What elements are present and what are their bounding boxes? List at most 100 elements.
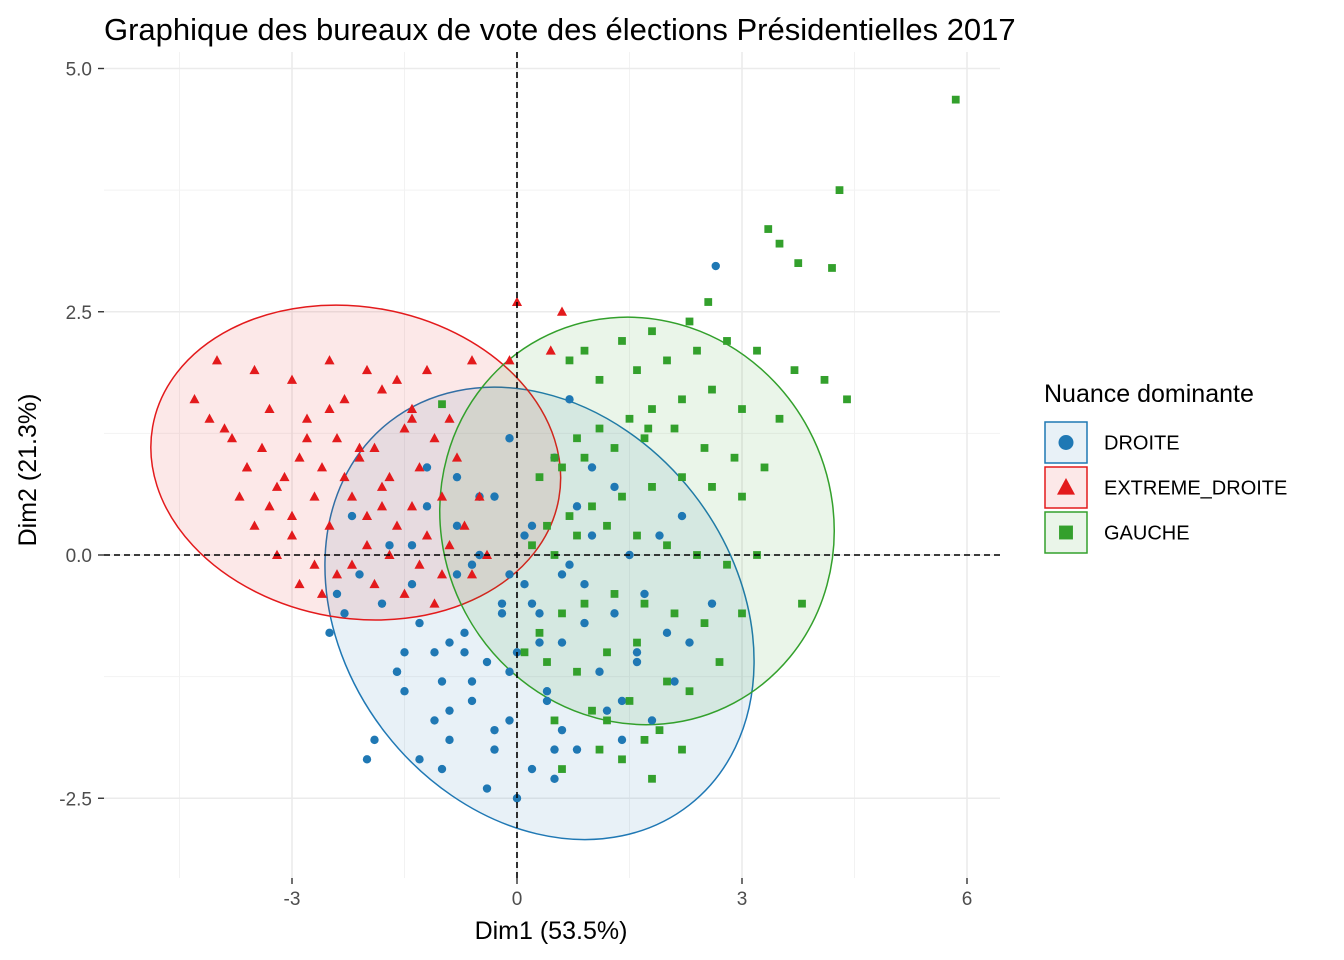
- data-point-droite: [662, 628, 672, 638]
- data-point-gauche: [820, 375, 829, 384]
- data-point-droite: [430, 716, 439, 725]
- data-point-extreme-droite: [459, 520, 470, 530]
- data-point-droite: [445, 735, 454, 745]
- data-point-gauche: [835, 186, 844, 195]
- data-point-extreme-droite: [234, 491, 245, 501]
- data-point-extreme-droite: [376, 481, 388, 491]
- data-point-droite: [595, 667, 604, 676]
- data-point-extreme-droite: [466, 569, 478, 579]
- data-point-extreme-droite: [436, 569, 448, 579]
- ellipse-extreme-droite: [150, 304, 562, 621]
- y-tick-label: 5.0: [66, 60, 92, 81]
- data-point-gauche: [565, 512, 574, 520]
- data-point-extreme-droite: [316, 588, 328, 598]
- legend-marker-droite: [1058, 435, 1074, 450]
- data-point-gauche: [700, 444, 709, 452]
- data-point-droite: [497, 599, 507, 608]
- data-point-droite: [617, 735, 627, 745]
- data-point-droite: [610, 609, 619, 618]
- data-point-gauche: [543, 521, 551, 530]
- data-point-droite: [452, 521, 462, 531]
- data-point-droite: [325, 628, 334, 638]
- data-point-extreme-droite: [429, 432, 440, 443]
- data-point-droite: [542, 687, 552, 696]
- data-point-extreme-droite: [211, 355, 223, 365]
- legend: Nuance dominante DROITE EXTREME_DROITE GAU…: [1044, 380, 1287, 554]
- data-point-gauche: [573, 531, 581, 540]
- legend-label-droite: DROITE: [1104, 433, 1180, 455]
- legend-label-extreme-droite: EXTREME_DROITE: [1104, 478, 1287, 500]
- data-point-gauche: [543, 658, 551, 666]
- data-point-gauche: [558, 463, 566, 472]
- chart-title: Graphique des bureaux de vote des électi…: [104, 12, 1016, 47]
- data-point-droite: [527, 599, 537, 608]
- data-point-extreme-droite: [219, 423, 230, 433]
- data-point-droite: [617, 696, 627, 706]
- data-point-droite: [520, 579, 529, 589]
- data-point-droite: [497, 609, 507, 618]
- data-point-gauche: [775, 414, 784, 423]
- data-point-gauche: [764, 225, 773, 233]
- data-point-droite: [467, 696, 477, 706]
- legend-marker-extreme-droite: [1057, 478, 1075, 495]
- data-point-gauche: [648, 405, 656, 413]
- data-point-droite: [580, 618, 589, 628]
- data-point-droite: [400, 687, 409, 696]
- data-point-gauche: [595, 375, 604, 384]
- data-point-droite: [535, 638, 544, 647]
- data-points: [189, 95, 960, 803]
- data-point-extreme-droite: [384, 471, 395, 482]
- data-point-extreme-droite: [331, 569, 343, 579]
- data-point-extreme-droite: [361, 510, 373, 521]
- data-point-gauche: [633, 366, 641, 375]
- data-point-extreme-droite: [414, 559, 425, 569]
- data-point-extreme-droite: [264, 501, 275, 511]
- data-point-gauche: [535, 473, 544, 482]
- data-point-extreme-droite: [324, 403, 335, 414]
- data-point-gauche: [678, 745, 686, 754]
- data-point-droite: [640, 589, 649, 599]
- data-point-droite: [355, 570, 364, 579]
- data-point-gauche: [535, 628, 544, 637]
- data-point-gauche: [588, 706, 596, 715]
- data-point-gauche: [738, 492, 746, 501]
- data-point-gauche: [648, 483, 656, 491]
- data-point-droite: [400, 648, 409, 657]
- data-point-droite: [670, 677, 679, 686]
- data-point-gauche: [618, 337, 626, 345]
- data-point-extreme-droite: [545, 345, 556, 355]
- data-point-gauche: [843, 395, 851, 404]
- data-point-droite: [452, 570, 462, 579]
- data-point-extreme-droite: [279, 471, 290, 482]
- data-point-gauche: [640, 599, 649, 608]
- data-point-droite: [557, 638, 567, 647]
- data-point-gauche: [520, 648, 529, 657]
- data-point-gauche: [648, 327, 656, 336]
- data-point-gauche: [708, 385, 716, 394]
- data-point-gauche: [794, 259, 803, 267]
- data-point-droite: [482, 657, 492, 667]
- data-point-extreme-droite: [324, 520, 335, 530]
- data-point-droite: [505, 434, 514, 443]
- data-point-droite: [422, 463, 432, 472]
- data-point-gauche: [704, 298, 713, 306]
- data-point-extreme-droite: [354, 442, 365, 452]
- data-point-gauche: [685, 317, 694, 326]
- legend-title: Nuance dominante: [1044, 380, 1254, 408]
- data-point-droite: [490, 492, 499, 501]
- data-point-gauche: [670, 424, 679, 433]
- data-point-droite: [505, 667, 514, 676]
- data-point-extreme-droite: [346, 559, 358, 569]
- data-point-extreme-droite: [286, 374, 298, 384]
- data-point-droite: [550, 745, 559, 754]
- data-point-extreme-droite: [504, 355, 515, 365]
- data-point-gauche: [753, 346, 761, 355]
- data-point-gauche: [438, 400, 446, 409]
- data-point-droite: [655, 531, 664, 540]
- data-point-gauche: [573, 667, 581, 676]
- data-point-droite: [460, 628, 469, 638]
- data-point-droite: [505, 716, 514, 725]
- data-point-gauche: [670, 609, 679, 618]
- data-point-gauche: [640, 735, 649, 744]
